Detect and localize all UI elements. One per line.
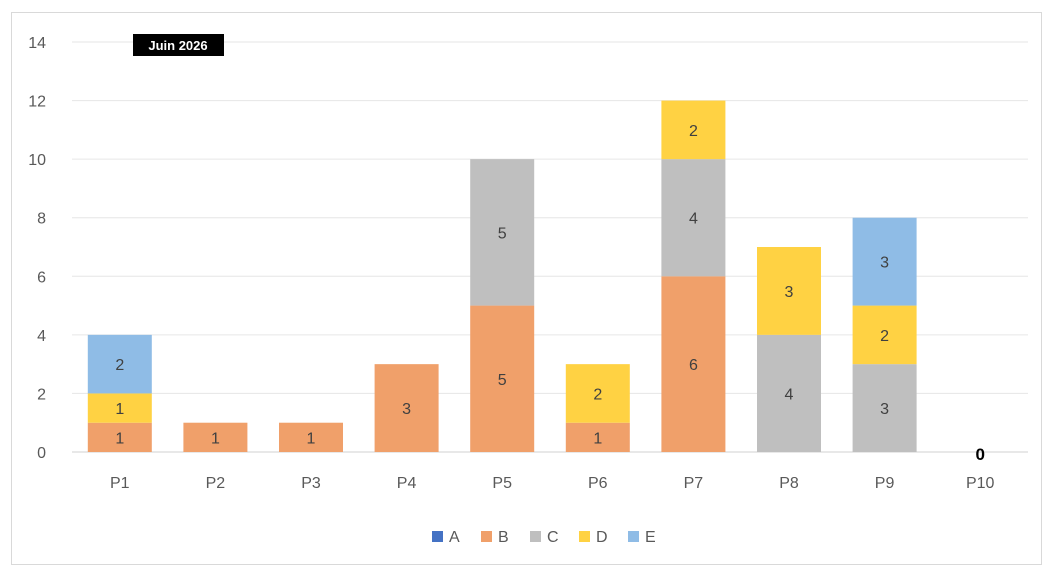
x-tick-label: P6 (588, 475, 608, 492)
bar-P7-D (661, 100, 726, 160)
x-tick-label: P3 (301, 475, 321, 492)
data-label: 5 (498, 372, 507, 389)
data-label: 6 (689, 357, 698, 374)
y-tick-label: 6 (37, 269, 46, 286)
bar-P5-B (470, 305, 535, 452)
x-tick-label: P8 (779, 475, 799, 492)
legend-label: B (498, 529, 509, 546)
bar-P1-E (87, 334, 152, 394)
title-box (133, 34, 224, 56)
bar-P4-B (374, 364, 439, 452)
bar-P6-B (565, 422, 630, 452)
data-label: 3 (880, 401, 889, 418)
bar-P7-C (661, 159, 726, 277)
y-tick-label: 0 (37, 445, 46, 462)
legend-label: C (547, 529, 559, 546)
y-tick-label: 8 (37, 211, 46, 228)
x-tick-label: P7 (684, 475, 704, 492)
data-label: 4 (689, 211, 698, 228)
y-tick-label: 12 (28, 94, 46, 111)
bar-P9-C (852, 364, 917, 452)
data-label: 5 (498, 225, 507, 242)
data-label: 2 (880, 328, 889, 345)
x-tick-label: P1 (110, 475, 130, 492)
x-tick-label: P9 (875, 475, 895, 492)
legend-swatch-D (579, 531, 590, 542)
bar-P8-C (757, 334, 821, 452)
data-label: 1 (307, 430, 316, 447)
chart-title: Juin 2026 (148, 38, 207, 53)
y-tick-label: 10 (28, 152, 46, 169)
data-label: 3 (880, 255, 889, 272)
bar-P8-D (757, 247, 821, 335)
x-tick-label: P4 (397, 475, 417, 492)
bar-P1-D (87, 393, 152, 423)
data-label: 4 (785, 386, 794, 403)
legend-swatch-E (628, 531, 639, 542)
bar-P9-D (852, 305, 917, 365)
legend-swatch-C (530, 531, 541, 542)
bar-P5-C (470, 159, 535, 306)
data-label: 2 (593, 386, 602, 403)
x-tick-label: P5 (492, 475, 512, 492)
bar-P3-B (279, 422, 343, 452)
data-label: 1 (115, 401, 124, 418)
legend-swatch-B (481, 531, 492, 542)
data-label: 1 (211, 430, 220, 447)
legend-swatch-A (432, 531, 443, 542)
bar-P6-D (565, 364, 630, 423)
legend-label: A (449, 529, 460, 546)
data-label: 3 (785, 284, 794, 301)
data-label: 1 (115, 430, 124, 447)
x-tick-label: P2 (206, 475, 226, 492)
data-label: 1 (593, 430, 602, 447)
zero-value-label: 0 (975, 445, 984, 464)
x-tick-label: P10 (966, 475, 995, 492)
data-label: 3 (402, 401, 411, 418)
bar-P9-E (852, 217, 917, 306)
data-label: 2 (115, 357, 124, 374)
bar-P7-B (661, 276, 726, 452)
y-tick-label: 4 (37, 328, 46, 345)
y-tick-label: 14 (28, 35, 46, 52)
legend-label: E (645, 529, 656, 546)
legend-label: D (596, 529, 608, 546)
bar-P1-B (87, 422, 152, 452)
y-tick-label: 2 (37, 386, 46, 403)
bar-P2-B (183, 422, 248, 452)
data-label: 2 (689, 123, 698, 140)
